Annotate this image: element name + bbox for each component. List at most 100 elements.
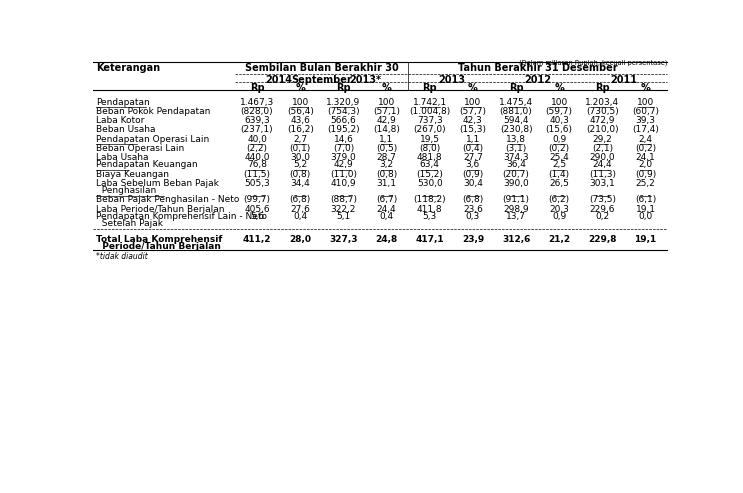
- Text: 100: 100: [378, 98, 395, 106]
- Text: 0,9: 0,9: [552, 212, 566, 221]
- Text: 40,3: 40,3: [549, 116, 569, 125]
- Text: 36,4: 36,4: [506, 160, 526, 170]
- Text: 290,0: 290,0: [590, 153, 615, 162]
- Text: (6,8): (6,8): [462, 195, 484, 205]
- Text: 1.742,1: 1.742,1: [412, 98, 447, 106]
- Text: (0,8): (0,8): [290, 170, 311, 178]
- Text: 1,1: 1,1: [380, 135, 394, 143]
- Text: (88,7): (88,7): [330, 195, 357, 205]
- Text: (0,1): (0,1): [290, 144, 311, 153]
- Text: 390,0: 390,0: [503, 179, 529, 188]
- Text: Laba Periode/Tahun Berjalan: Laba Periode/Tahun Berjalan: [96, 205, 224, 213]
- Text: 405,6: 405,6: [244, 205, 270, 213]
- Text: 2013: 2013: [438, 74, 465, 85]
- Text: 30,4: 30,4: [463, 179, 483, 188]
- Text: 1.467,3: 1.467,3: [240, 98, 274, 106]
- Text: 100: 100: [291, 98, 309, 106]
- Text: 24,4: 24,4: [593, 160, 612, 170]
- Text: (91,1): (91,1): [502, 195, 530, 205]
- Text: 100: 100: [464, 98, 481, 106]
- Text: (59,7): (59,7): [545, 107, 573, 116]
- Text: 2012: 2012: [524, 74, 551, 85]
- Text: 0,0: 0,0: [638, 212, 652, 221]
- Text: 312,6: 312,6: [502, 235, 531, 244]
- Text: (754,3): (754,3): [327, 107, 360, 116]
- Text: 100: 100: [637, 98, 654, 106]
- Text: 2013*: 2013*: [349, 74, 381, 85]
- Text: 26,5: 26,5: [549, 179, 569, 188]
- Text: Tahun Berakhir 31 Desember: Tahun Berakhir 31 Desember: [458, 63, 617, 72]
- Text: 31,1: 31,1: [377, 179, 397, 188]
- Text: 2,0: 2,0: [638, 160, 652, 170]
- Text: 374,3: 374,3: [503, 153, 529, 162]
- Text: (7,0): (7,0): [333, 144, 354, 153]
- Text: (17,4): (17,4): [632, 125, 659, 135]
- Text: 19,1: 19,1: [635, 205, 655, 213]
- Text: (1,4): (1,4): [548, 170, 570, 178]
- Text: Rp: Rp: [250, 83, 265, 93]
- Text: (0,2): (0,2): [548, 144, 570, 153]
- Text: 639,3: 639,3: [244, 116, 270, 125]
- Text: (6,1): (6,1): [635, 195, 656, 205]
- Text: (16,2): (16,2): [287, 125, 314, 135]
- Text: 737,3: 737,3: [417, 116, 443, 125]
- Text: 2,5: 2,5: [552, 160, 566, 170]
- Text: 5,3: 5,3: [423, 212, 437, 221]
- Text: 100: 100: [551, 98, 568, 106]
- Text: 34,4: 34,4: [291, 179, 310, 188]
- Text: (881,0): (881,0): [500, 107, 533, 116]
- Text: 14,6: 14,6: [334, 135, 354, 143]
- Text: 39,3: 39,3: [635, 116, 655, 125]
- Text: 566,6: 566,6: [331, 116, 357, 125]
- Text: (6,2): (6,2): [548, 195, 570, 205]
- Text: Sembilan Bulan Berakhir 30
September: Sembilan Bulan Berakhir 30 September: [245, 63, 399, 85]
- Text: Pendapatan Operasi Lain: Pendapatan Operasi Lain: [96, 135, 210, 143]
- Text: *tidak diaudit: *tidak diaudit: [96, 252, 148, 261]
- Text: 1.320,9: 1.320,9: [326, 98, 360, 106]
- Text: %: %: [468, 83, 478, 93]
- Text: 0,3: 0,3: [466, 212, 480, 221]
- Text: 440,0: 440,0: [244, 153, 270, 162]
- Text: (1.004,8): (1.004,8): [409, 107, 450, 116]
- Text: 19,5: 19,5: [420, 135, 440, 143]
- Text: 42,3: 42,3: [463, 116, 483, 125]
- Text: 23,9: 23,9: [461, 235, 484, 244]
- Text: (0,9): (0,9): [635, 170, 656, 178]
- Text: 1.475,4: 1.475,4: [499, 98, 533, 106]
- Text: Rp: Rp: [423, 83, 437, 93]
- Text: Rp: Rp: [336, 83, 351, 93]
- Text: 23,6: 23,6: [463, 205, 483, 213]
- Text: 76,8: 76,8: [247, 160, 267, 170]
- Text: 42,9: 42,9: [334, 160, 353, 170]
- Text: (57,1): (57,1): [373, 107, 400, 116]
- Text: 0,4: 0,4: [293, 212, 308, 221]
- Text: 20,3: 20,3: [549, 205, 569, 213]
- Text: (15,2): (15,2): [416, 170, 443, 178]
- Text: 2011: 2011: [611, 74, 637, 85]
- Text: 63,4: 63,4: [420, 160, 440, 170]
- Text: (828,0): (828,0): [241, 107, 273, 116]
- Text: (15,6): (15,6): [545, 125, 573, 135]
- Text: 417,1: 417,1: [415, 235, 444, 244]
- Text: 327,3: 327,3: [329, 235, 357, 244]
- Text: (195,2): (195,2): [327, 125, 360, 135]
- Text: 27,7: 27,7: [463, 153, 483, 162]
- Text: 24,1: 24,1: [636, 153, 655, 162]
- Text: 2,7: 2,7: [293, 135, 308, 143]
- Text: 229,8: 229,8: [588, 235, 617, 244]
- Text: (0,8): (0,8): [376, 170, 398, 178]
- Text: 27,6: 27,6: [291, 205, 310, 213]
- Text: (Dalam miliaran Rupiah, kecuali persentase): (Dalam miliaran Rupiah, kecuali persenta…: [519, 60, 667, 67]
- Text: 19,1: 19,1: [635, 235, 657, 244]
- Text: 303,1: 303,1: [589, 179, 615, 188]
- Text: Rp: Rp: [595, 83, 610, 93]
- Text: %: %: [296, 83, 305, 93]
- Text: 43,6: 43,6: [291, 116, 310, 125]
- Text: Beban Operasi Lain: Beban Operasi Lain: [96, 144, 184, 153]
- Text: 229,6: 229,6: [590, 205, 615, 213]
- Text: 30,0: 30,0: [291, 153, 311, 162]
- Text: 2,4: 2,4: [638, 135, 652, 143]
- Text: 5,1: 5,1: [337, 212, 351, 221]
- Text: (60,7): (60,7): [632, 107, 659, 116]
- Text: (2,1): (2,1): [592, 144, 613, 153]
